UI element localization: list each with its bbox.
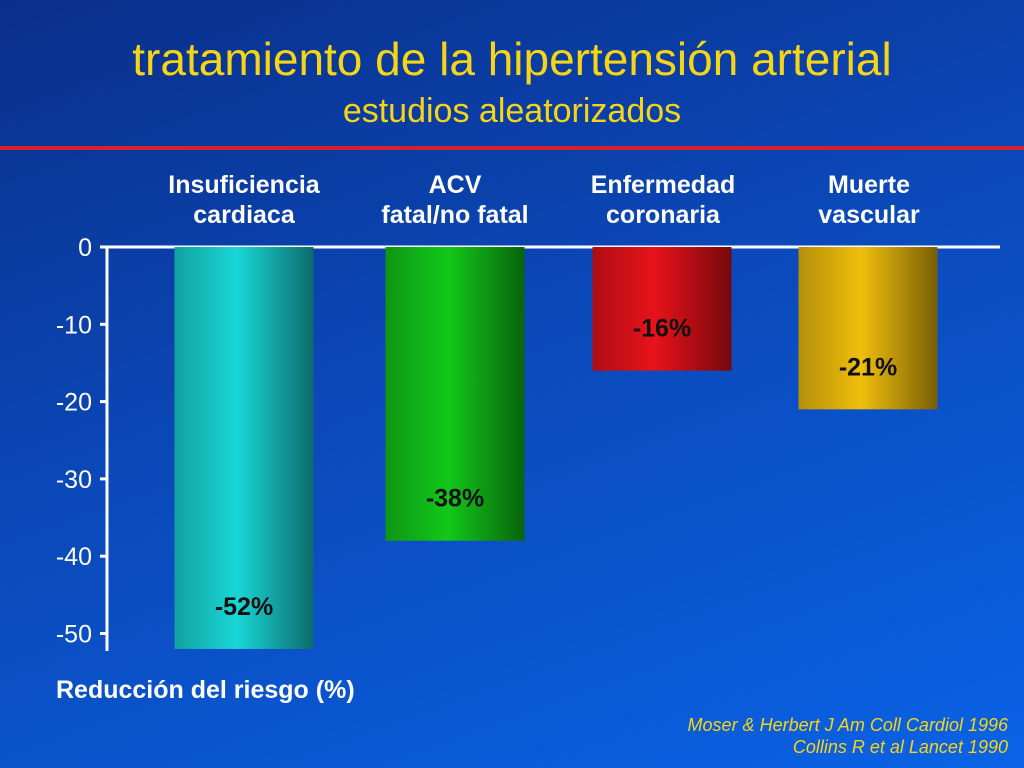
bar-0	[174, 247, 314, 649]
title-rule	[0, 146, 1024, 150]
y-tick-label: -40	[56, 543, 92, 571]
y-tick-label: -30	[56, 466, 92, 494]
bar-value-label-3: -21%	[839, 353, 897, 381]
category-label-3-line2: vascular	[818, 201, 920, 229]
category-label-3: Muerte vascular	[759, 170, 979, 230]
category-label-1-line2: fatal/no fatal	[381, 201, 529, 229]
bar-2	[592, 247, 732, 371]
category-label-1: ACV fatal/no fatal	[345, 170, 565, 230]
category-label-0: Insuficiencia cardiaca	[134, 170, 354, 230]
category-label-2-line2: coronaria	[606, 201, 720, 229]
bar-3	[798, 247, 938, 410]
source-citation: Moser & Herbert J Am Coll Cardiol 1996 C…	[688, 714, 1008, 758]
y-tick-label: 0	[78, 234, 92, 262]
slide-title: tratamiento de la hipertensión arterial	[132, 33, 892, 85]
bar-value-label-0: -52%	[215, 593, 273, 621]
category-label-2: Enfermedad coronaria	[553, 170, 773, 230]
bar-1	[385, 247, 525, 541]
category-label-1-line1: ACV	[428, 171, 482, 199]
bar-value-label-1: -38%	[426, 485, 484, 513]
category-label-3-line1: Muerte	[828, 171, 910, 199]
y-tick-label: -20	[56, 389, 92, 417]
source-citation-line1: Moser & Herbert J Am Coll Cardiol 1996	[687, 715, 1008, 735]
y-tick-label: -50	[56, 621, 92, 649]
bar-value-label-2: -16%	[633, 315, 691, 343]
category-label-0-line1: Insuficiencia	[168, 171, 320, 199]
slide-subtitle: estudios aleatorizados	[342, 92, 682, 130]
y-tick-label: -10	[56, 311, 92, 339]
y-axis-label: Reducción del riesgo (%)	[56, 676, 355, 704]
category-label-2-line1: Enfermedad	[590, 171, 736, 199]
source-citation-line2: Collins R et al Lancet 1990	[792, 737, 1008, 757]
category-label-0-line2: cardiaca	[193, 201, 295, 229]
